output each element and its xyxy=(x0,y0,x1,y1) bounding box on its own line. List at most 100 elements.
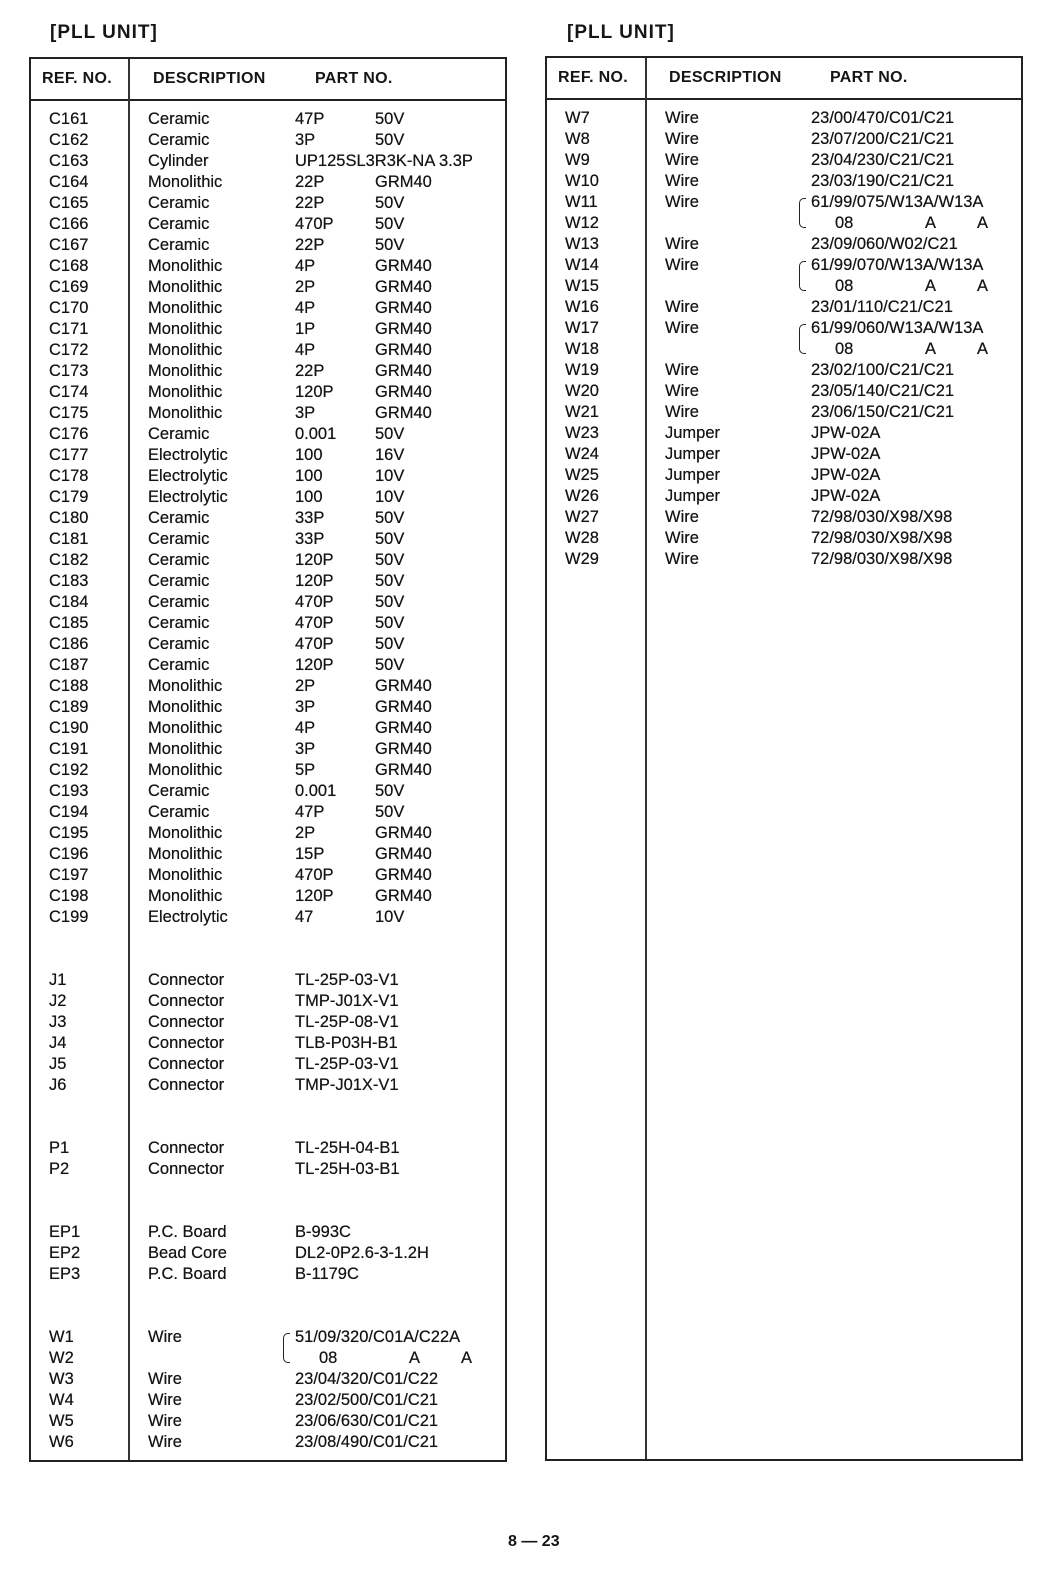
column-divider xyxy=(128,59,130,1460)
description: Ceramic xyxy=(148,530,210,548)
part-spec: GRM40 xyxy=(375,341,432,359)
description: Ceramic xyxy=(148,635,210,653)
part-spec: 50V xyxy=(375,635,405,653)
table-row: W7 Wire 23/00/470/C01/C21 xyxy=(547,108,1021,129)
description: Monolithic xyxy=(148,677,223,695)
description: Connector xyxy=(148,1034,225,1052)
part-no: TL-25P-03-V1 xyxy=(295,1055,399,1073)
part-no: 23/09/060/W02/C21 xyxy=(811,235,958,253)
table-row: J2 Connector TMP-J01X-V1 xyxy=(31,991,505,1012)
part-no: 3P xyxy=(295,404,316,422)
part-spec: 10V xyxy=(375,488,405,506)
description: Ceramic xyxy=(148,110,210,128)
part-spec: 50V xyxy=(375,509,405,527)
table-row: C164 Monolithic 22P GRM40 xyxy=(31,172,505,193)
ref-no: W12 xyxy=(565,214,599,232)
ref-no: W10 xyxy=(565,172,599,190)
part-no: UP125SL3R3K-NA 3.3P xyxy=(295,152,473,170)
ref-no: EP1 xyxy=(49,1223,81,1241)
bracket-mark xyxy=(799,198,806,228)
part-no: TL-25H-04-B1 xyxy=(295,1139,400,1157)
description: Electrolytic xyxy=(148,446,228,464)
ref-no: W9 xyxy=(565,151,590,169)
part-spec: GRM40 xyxy=(375,404,432,422)
part-no: 470P xyxy=(295,866,334,884)
description: Monolithic xyxy=(148,845,223,863)
part-spec: 50V xyxy=(375,572,405,590)
part-spec: 10V xyxy=(375,467,405,485)
ref-no: C163 xyxy=(49,152,89,170)
part-no: 2P xyxy=(295,278,316,296)
table-row: C189 Monolithic 3P GRM40 xyxy=(31,697,505,718)
header-description: DESCRIPTION xyxy=(669,69,782,86)
ref-no: J5 xyxy=(49,1055,67,1073)
bracket-mark xyxy=(799,324,806,354)
table-row: W16 Wire 23/01/110/C21/C21 xyxy=(547,297,1021,318)
part-no: 3P xyxy=(295,698,316,716)
table-row: W23 Jumper JPW-02A xyxy=(547,423,1021,444)
ref-no: C181 xyxy=(49,530,89,548)
table-row: J3 Connector TL-25P-08-V1 xyxy=(31,1012,505,1033)
ref-no: W26 xyxy=(565,487,599,505)
ref-no: W24 xyxy=(565,445,599,463)
part-no: 61/99/060/W13A/W13A xyxy=(811,319,984,337)
part-no: 100 xyxy=(295,446,323,464)
part-spec: 50V xyxy=(375,194,405,212)
description: Monolithic xyxy=(148,887,223,905)
description: Electrolytic xyxy=(148,467,228,485)
part-spec: 50V xyxy=(375,110,405,128)
description: Ceramic xyxy=(148,509,210,527)
description: Connector xyxy=(148,1076,225,1094)
part-no: 2P xyxy=(295,824,316,842)
description: P.C. Board xyxy=(148,1265,227,1283)
part-spec: GRM40 xyxy=(375,719,432,737)
table-row: C167 Ceramic 22P 50V xyxy=(31,235,505,256)
part-no: 470P xyxy=(295,635,334,653)
part-no: 3P xyxy=(295,740,316,758)
description: Connector xyxy=(148,1139,225,1157)
table-row: W12 08 A A xyxy=(547,213,1021,234)
part-no: JPW-02A xyxy=(811,487,881,505)
header-part-no: PART NO. xyxy=(315,70,393,87)
table-row: J4 Connector TLB-P03H-B1 xyxy=(31,1033,505,1054)
table-row: W17 Wire 61/99/060/W13A/W13A xyxy=(547,318,1021,354)
table-row: W4 Wire 23/02/500/C01/C21 xyxy=(31,1390,505,1411)
table-row: W1 Wire 51/09/320/C01A/C22A xyxy=(31,1327,505,1363)
ref-no: J4 xyxy=(49,1034,67,1052)
part-spec: 10V xyxy=(375,908,405,926)
bracket-mark xyxy=(283,1333,290,1363)
left-section-title: [PLL UNIT] xyxy=(50,22,158,43)
part-no-suffix: A xyxy=(409,1349,421,1367)
description: Jumper xyxy=(665,424,721,442)
ref-no: W4 xyxy=(49,1391,74,1409)
part-spec: 16V xyxy=(375,446,405,464)
table-row: W27 Wire 72/98/030/X98/X98 xyxy=(547,507,1021,528)
table-row: C173 Monolithic 22P GRM40 xyxy=(31,361,505,382)
description: Wire xyxy=(148,1391,182,1409)
part-spec: GRM40 xyxy=(375,824,432,842)
part-no-suffix: A xyxy=(977,277,989,295)
ref-no: W23 xyxy=(565,424,599,442)
part-spec: GRM40 xyxy=(375,173,432,191)
ref-no: C196 xyxy=(49,845,89,863)
table-row: C171 Monolithic 1P GRM40 xyxy=(31,319,505,340)
ref-no: C167 xyxy=(49,236,89,254)
right-parts-table: REF. NO. DESCRIPTION PART NO. W7 Wire 23/0… xyxy=(545,56,1023,1461)
table-row: W15 08 A A xyxy=(547,276,1021,297)
column-divider xyxy=(645,58,647,1459)
description: Monolithic xyxy=(148,320,223,338)
description: Ceramic xyxy=(148,194,210,212)
description: Monolithic xyxy=(148,740,223,758)
description: P.C. Board xyxy=(148,1223,227,1241)
part-no: 72/98/030/X98/X98 xyxy=(811,529,953,547)
ref-no: C188 xyxy=(49,677,89,695)
part-no: 23/07/200/C21/C21 xyxy=(811,130,955,148)
ref-no: C182 xyxy=(49,551,89,569)
description: Ceramic xyxy=(148,236,210,254)
table-header: REF. NO. DESCRIPTION PART NO. xyxy=(547,58,1021,100)
description: Connector xyxy=(148,992,225,1010)
part-no: 15P xyxy=(295,845,325,863)
description: Monolithic xyxy=(148,383,223,401)
table-row: C172 Monolithic 4P GRM40 xyxy=(31,340,505,361)
table-row: W25 Jumper JPW-02A xyxy=(547,465,1021,486)
